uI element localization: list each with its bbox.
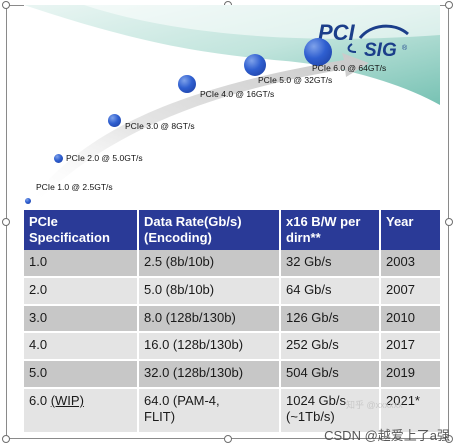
gen-dot-4	[178, 75, 196, 93]
resize-handle-middle-right[interactable]	[445, 218, 453, 226]
cell-spec: 4.0	[24, 332, 139, 362]
header-specification: PCIe Specification	[24, 210, 139, 250]
header-year: Year	[380, 210, 440, 250]
cell-bandwidth-line1: 1024 Gb/s	[286, 393, 346, 408]
cell-bandwidth: 1024 Gb/s (~1Tb/s)	[280, 388, 381, 434]
table-row: 5.0 32.0 (128b/130b) 504 Gb/s 2019	[24, 360, 440, 389]
cell-spec: 2.0	[24, 276, 139, 306]
resize-handle-bottom-left[interactable]	[2, 435, 10, 443]
csdn-watermark: CSDN @越爱上了a强	[324, 428, 450, 443]
table-row: 2.0 5.0 (8b/10b) 64 Gb/s 2007	[24, 276, 440, 306]
cell-bandwidth: 126 Gb/s	[280, 304, 381, 334]
gen-label-3: PCIe 3.0 @ 8GT/s	[125, 121, 195, 131]
header-data-rate: Data Rate(Gb/s) (Encoding)	[138, 210, 281, 250]
cell-rate: 8.0 (128b/130b)	[138, 304, 281, 334]
cell-rate: 32.0 (128b/130b)	[138, 360, 281, 389]
cell-spec-value: 6.0	[29, 393, 48, 408]
wip-link[interactable]: (WIP)	[50, 393, 84, 408]
gen-label-4: PCIe 4.0 @ 16GT/s	[200, 89, 275, 99]
gen-label-6: PCIe 6.0 @ 64GT/s	[312, 63, 387, 73]
gen-dot-6	[304, 38, 332, 66]
slide-background	[24, 5, 440, 205]
cell-year: 2021*	[380, 388, 440, 434]
resize-handle-middle-left[interactable]	[2, 218, 10, 226]
gen-label-5: PCIe 5.0 @ 32GT/s	[258, 75, 333, 85]
logo-registered-mark: ®	[402, 45, 408, 52]
logo-text-sig: SIG	[364, 40, 397, 61]
cell-year: 2003	[380, 250, 440, 278]
cell-bandwidth: 64 Gb/s	[280, 276, 381, 306]
table-row: 3.0 8.0 (128b/130b) 126 Gb/s 2010	[24, 304, 440, 334]
cell-rate: 5.0 (8b/10b)	[138, 276, 281, 306]
gen-dot-5	[244, 54, 266, 76]
cell-bandwidth-line2: (~1Tb/s)	[286, 409, 335, 424]
gen-label-1: PCIe 1.0 @ 2.5GT/s	[36, 182, 113, 192]
gen-dot-2	[54, 154, 63, 163]
growth-arrow	[28, 53, 369, 205]
cell-rate: 16.0 (128b/130b)	[138, 332, 281, 362]
gen-label-2: PCIe 2.0 @ 5.0GT/s	[66, 153, 143, 163]
table-row: 1.0 2.5 (8b/10b) 32 Gb/s 2003	[24, 250, 440, 278]
table-row: 6.0 (WIP) 64.0 (PAM-4, FLIT) 1024 Gb/s (~1…	[24, 388, 440, 434]
resize-handle-bottom-middle[interactable]	[224, 435, 232, 443]
cell-rate-line1: 64.0 (PAM-4,	[144, 393, 220, 408]
resize-handle-top-right[interactable]	[445, 1, 453, 9]
table-row: 4.0 16.0 (128b/130b) 252 Gb/s 2017	[24, 332, 440, 362]
header-bandwidth: x16 B/W per dirn**	[280, 210, 381, 250]
resize-handle-bottom-right[interactable]	[445, 435, 453, 443]
cell-rate: 64.0 (PAM-4, FLIT)	[138, 388, 281, 434]
pcie-slide: PCI SIG ® PCIe 1.0 @ 2.5GT/s PCIe 2.0 @ …	[24, 5, 440, 434]
pcie-spec-table: PCIe Specification Data Rate(Gb/s) (Enco…	[24, 210, 440, 434]
white-wave-shape	[84, 5, 440, 39]
resize-handle-top-left[interactable]	[2, 1, 10, 9]
cell-spec: 5.0	[24, 360, 139, 389]
cell-spec: 6.0 (WIP)	[24, 388, 139, 434]
cell-year: 2010	[380, 304, 440, 334]
cell-spec: 1.0	[24, 250, 139, 278]
cell-bandwidth: 504 Gb/s	[280, 360, 381, 389]
cell-year: 2007	[380, 276, 440, 306]
table-header-row: PCIe Specification Data Rate(Gb/s) (Enco…	[24, 210, 440, 250]
cell-bandwidth: 252 Gb/s	[280, 332, 381, 362]
cell-year: 2017	[380, 332, 440, 362]
watermark-ghost-text: 知乎 @xxxxxx	[346, 400, 403, 410]
cell-bandwidth: 32 Gb/s	[280, 250, 381, 278]
cell-year: 2019	[380, 360, 440, 389]
cell-rate: 2.5 (8b/10b)	[138, 250, 281, 278]
pci-sig-logo: PCI SIG ®	[316, 18, 416, 68]
gen-dot-1	[25, 198, 31, 204]
logo-swirl-icon	[347, 24, 409, 53]
cell-rate-line2: FLIT)	[144, 409, 176, 424]
gen-dot-3	[108, 114, 121, 127]
cell-spec: 3.0	[24, 304, 139, 334]
